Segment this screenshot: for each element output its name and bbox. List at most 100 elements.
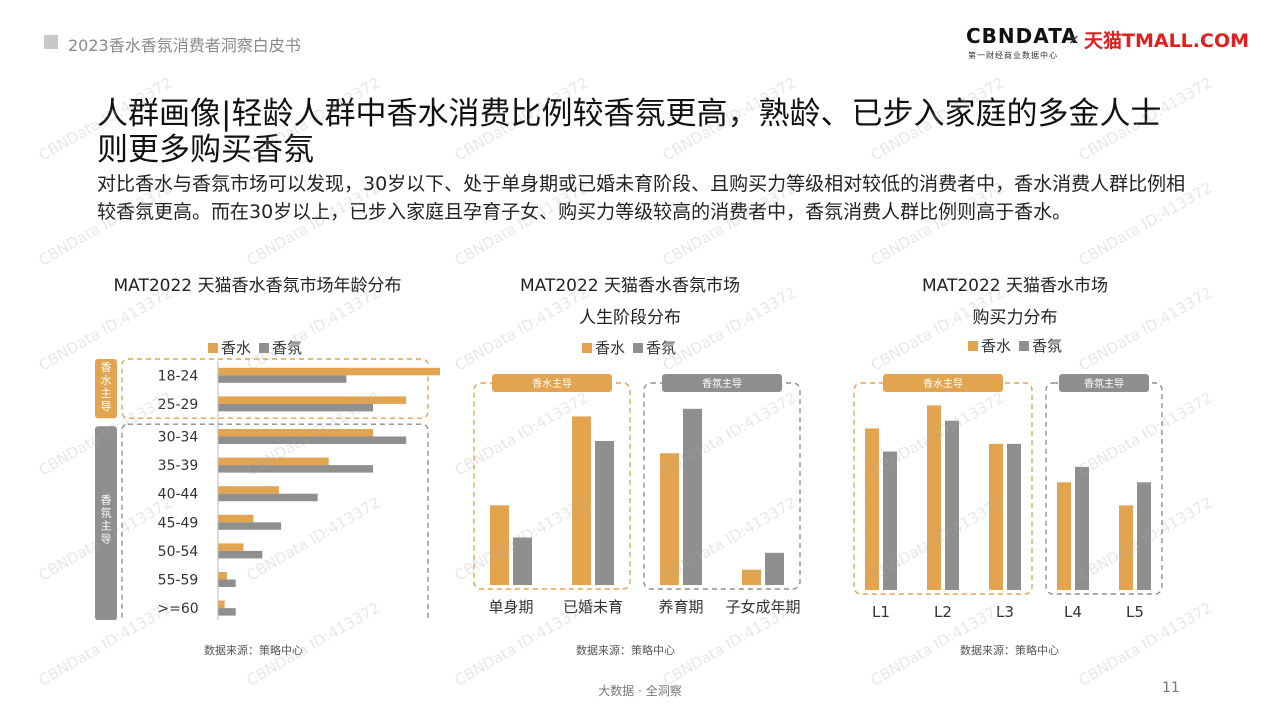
tick-label->=60: >=60 [157, 601, 198, 617]
tick-label-L4: L4 [1064, 603, 1082, 621]
logo-separator: × [1068, 32, 1080, 48]
bar-fragrance-L2 [945, 420, 959, 590]
bar-fragrance-45-49 [218, 522, 282, 530]
bar-fragrance-25-29 [218, 403, 373, 412]
cbndata-logo-subtitle: 第一财经商业数据中心 [968, 51, 1058, 60]
chart1-source: 数据来源：策略中心 [204, 644, 303, 657]
tick-label-35-39: 35-39 [158, 458, 199, 474]
bar-fragrance-L1 [883, 451, 897, 590]
bar-perfume-45-49 [218, 514, 254, 523]
tick-label-L5: L5 [1126, 603, 1144, 621]
bar-perfume-L1 [865, 428, 879, 590]
bar-perfume-25-29 [218, 396, 407, 404]
tick-label-30-34: 30-34 [158, 430, 199, 446]
chart3-source: 数据来源：策略中心 [960, 644, 1059, 657]
group-box-perfume [473, 382, 631, 590]
group-tag-perfume-label: 香水主导 [923, 378, 963, 390]
bar-fragrance-养育期 [683, 408, 702, 585]
chart2-subtitle: 人生阶段分布 [579, 308, 681, 328]
bar-perfume-40-44 [218, 486, 279, 494]
tick-label-40-44: 40-44 [158, 487, 199, 503]
header-title: 2023香水香氛消费者洞察白皮书 [68, 36, 301, 55]
legend-perfume-label: 香水 [595, 339, 626, 357]
legend-fragrance-swatch [1019, 340, 1030, 351]
bar-perfume-子女成年期 [742, 569, 761, 585]
bar-perfume-L5 [1119, 505, 1133, 590]
legend-perfume-swatch [208, 342, 218, 353]
tick-label-子女成年期: 子女成年期 [725, 598, 800, 616]
tick-label-55-59: 55-59 [158, 573, 199, 589]
tick-label-18-24: 18-24 [158, 368, 199, 384]
bar-perfume-单身期 [490, 505, 509, 585]
tick-label-L2: L2 [934, 603, 952, 621]
tick-label-养育期: 养育期 [658, 598, 703, 616]
page-number: 11 [1162, 680, 1180, 696]
legend-fragrance-label: 香氛 [272, 339, 303, 357]
bar-perfume-55-59 [218, 572, 227, 580]
footer-tagline: 大数据 · 全洞察 [598, 684, 682, 698]
legend-perfume-swatch [582, 342, 592, 353]
group-tag-perfume [95, 359, 117, 419]
bar-fragrance-55-59 [218, 579, 236, 587]
group-box-fragrance [643, 382, 801, 590]
legend-perfume-label: 香水 [221, 339, 252, 357]
bar-fragrance-30-34 [218, 436, 407, 444]
bar-perfume-35-39 [218, 457, 329, 466]
legend-fragrance-label: 香氛 [1032, 337, 1063, 355]
legend-fragrance-swatch [259, 342, 270, 353]
bar-perfume-18-24 [218, 367, 440, 376]
chart3-purchasing-power-distribution: 香水主导 香氛主导 L1 L2 L3 L4 L5 [853, 374, 1163, 621]
group-tag-fragrance-label: 香氛主导 [101, 493, 112, 545]
bar-perfume-50-54 [218, 543, 244, 551]
group-tag-fragrance [95, 426, 117, 620]
bar-perfume-养育期 [660, 453, 679, 585]
bar-perfume-L3 [989, 443, 1003, 590]
bar-fragrance-35-39 [218, 465, 373, 473]
legend-fragrance-swatch [633, 342, 644, 353]
bar-fragrance-L5 [1137, 482, 1151, 590]
group-box-fragrance [121, 423, 429, 620]
bar-perfume-30-34 [218, 429, 373, 437]
bar-fragrance-L3 [1007, 443, 1021, 590]
page-description: 对比香水与香氛市场可以发现，30岁以下、处于单身期或已婚未育阶段、且购买力等级相… [97, 173, 1186, 223]
group-box-perfume [121, 358, 429, 419]
chart2-legend: 香水 香氛 [582, 337, 676, 358]
group-tag-perfume-label: 香水主导 [101, 361, 112, 413]
tick-label-45-49: 45-49 [158, 515, 199, 531]
bar-fragrance-L4 [1075, 466, 1089, 590]
bar-fragrance->=60 [218, 608, 236, 616]
tick-label-L3: L3 [996, 603, 1014, 621]
chart2-source: 数据来源：策略中心 [576, 644, 675, 657]
chart3-title: MAT2022 天猫香水市场 [921, 276, 1109, 296]
group-tag-perfume [492, 374, 612, 392]
chart3-legend: 香水 香氛 [968, 335, 1062, 356]
bar-fragrance-已婚未育 [595, 440, 614, 585]
bar-fragrance-单身期 [513, 537, 532, 585]
group-tag-fragrance-label: 香氛主导 [1084, 377, 1124, 390]
watermark-text: CBNData ID:413372 [659, 283, 800, 375]
bar-perfume-已婚未育 [572, 416, 591, 585]
group-box-fragrance [1045, 382, 1163, 595]
group-tag-perfume [883, 374, 1003, 392]
chart1-legend: 香水 香氛 [208, 337, 302, 358]
tick-label-25-29: 25-29 [158, 397, 199, 413]
legend-perfume-swatch [968, 340, 978, 351]
bar-fragrance-子女成年期 [765, 552, 784, 585]
chart3-subtitle: 购买力分布 [972, 308, 1058, 328]
watermark-text: CBNData ID:413372 [451, 283, 592, 375]
watermark-text: CBNData ID:413372 [1075, 283, 1216, 375]
group-tag-perfume-label: 香水主导 [532, 378, 572, 390]
legend-fragrance-label: 香氛 [646, 339, 677, 357]
bar-fragrance-50-54 [218, 550, 263, 559]
tick-label-已婚未育: 已婚未育 [563, 598, 623, 616]
bar-perfume->=60 [218, 600, 225, 609]
cbndata-tmall-logo: CBNDATA 第一财经商业数据中心 × 天猫TMALL.COM [966, 24, 1249, 64]
bar-perfume-L4 [1057, 482, 1071, 590]
legend-perfume-label: 香水 [981, 337, 1012, 355]
bar-perfume-L2 [927, 405, 941, 590]
page-title: 人群画像|轻龄人群中香水消费比例较香氛更高，熟龄、已步入家庭的多金人士则更多购买… [97, 96, 1162, 168]
group-tag-fragrance [662, 374, 782, 392]
